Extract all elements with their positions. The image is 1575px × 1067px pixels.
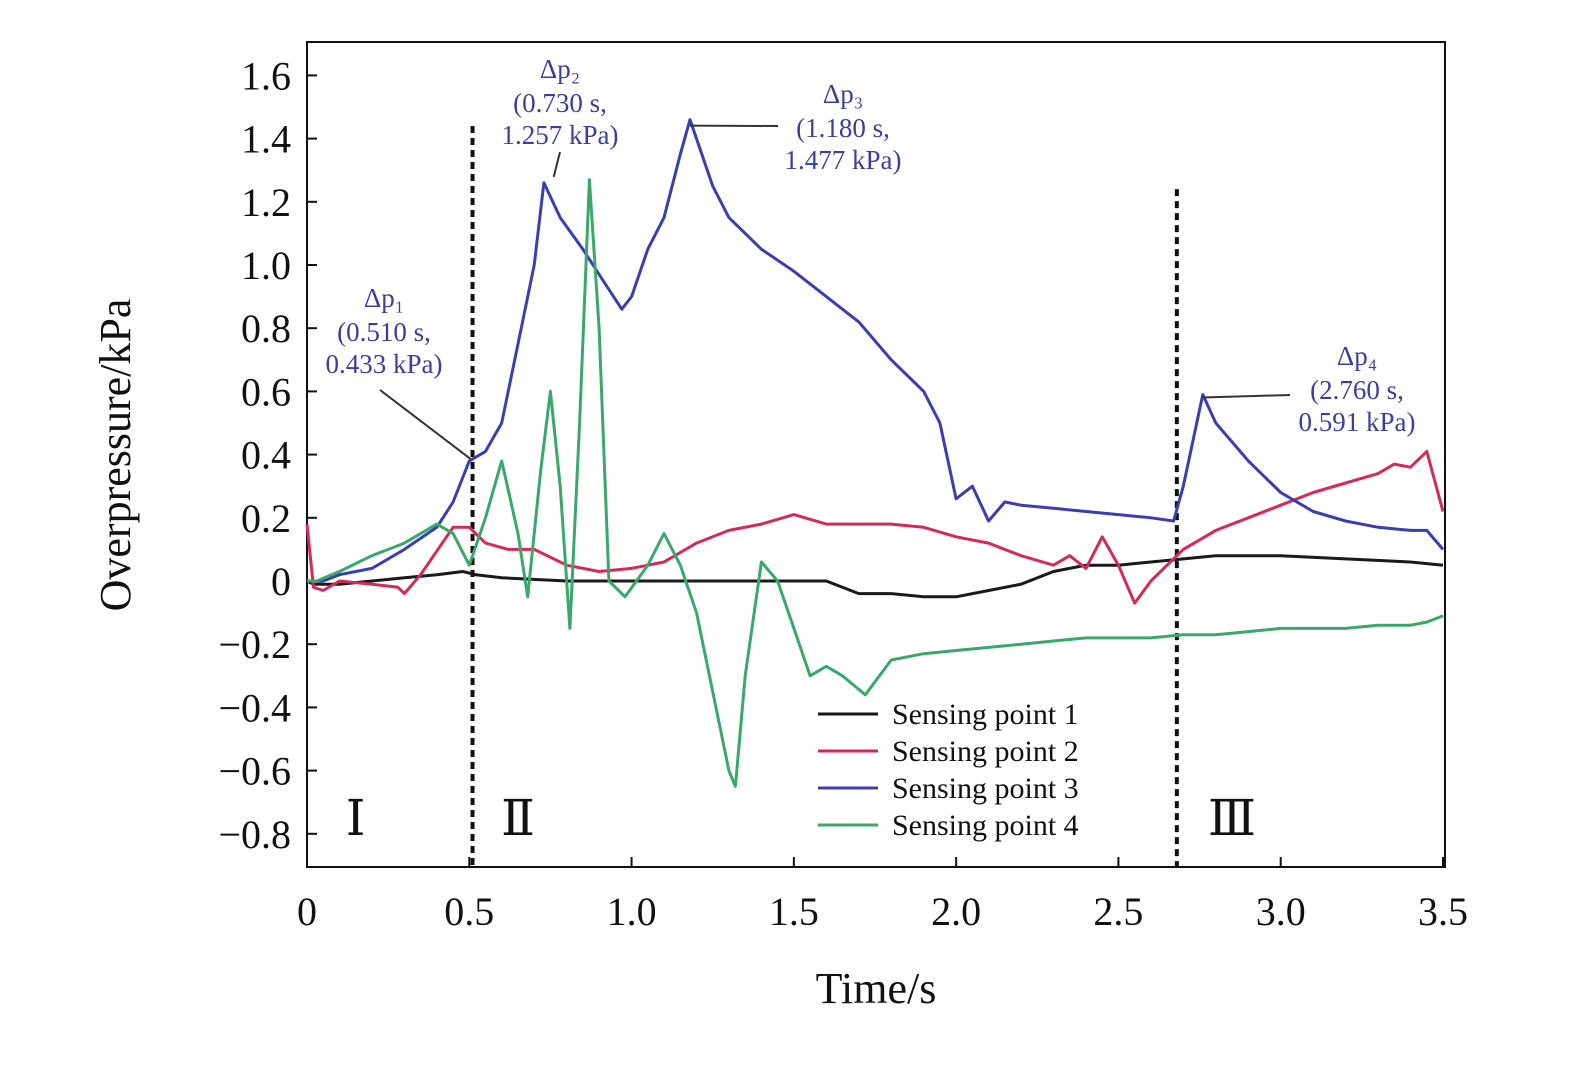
series-line-2	[305, 449, 1445, 605]
y-tick-label: 0	[271, 559, 291, 604]
y-tick-label: −0.6	[218, 749, 291, 794]
annotation-value: 1.477 kPa)	[785, 145, 902, 175]
x-tick-label: 3.0	[1256, 889, 1306, 934]
x-tick-label: 1.5	[769, 889, 819, 934]
x-tick-label: 0	[297, 889, 317, 934]
annotation-label: Δp₂	[540, 54, 580, 84]
x-axis-title: Time/s	[816, 964, 937, 1013]
series-line-3	[307, 118, 1445, 583]
y-tick-label: 0.8	[241, 306, 291, 351]
y-tick-label: 1.0	[241, 243, 291, 288]
x-tick-label: 1.0	[607, 889, 657, 934]
peak-annotations: Δp₁ (0.510 s,0.433 kPa) Δp₂ (0.730 s,1.257 …	[326, 54, 1416, 460]
annotation-leader	[1202, 394, 1291, 399]
y-tick-label: 0.4	[241, 433, 291, 478]
y-axis-title: Overpressure/kPa	[91, 299, 140, 612]
region-labels: Ⅰ Ⅱ Ⅲ	[346, 790, 1256, 846]
region-label: Ⅰ	[346, 790, 366, 846]
annotation-label: Δp₄	[1337, 341, 1377, 371]
legend-label: Sensing point 4	[892, 809, 1079, 842]
annotation-leader	[552, 151, 561, 178]
annotation-time: (0.510 s,	[337, 317, 431, 347]
annotation-value: 0.433 kPa)	[326, 349, 443, 379]
x-tick-label: 2.5	[1093, 889, 1143, 934]
y-tick-label: 0.2	[241, 496, 291, 541]
annotation-leader	[379, 389, 472, 460]
region-dividers	[470, 125, 1179, 867]
y-tick-label: −0.8	[218, 812, 291, 857]
y-tick-label: 1.2	[241, 180, 291, 225]
legend-label: Sensing point 2	[892, 735, 1079, 768]
region-label: Ⅲ	[1208, 790, 1256, 846]
legend-label: Sensing point 1	[892, 698, 1079, 731]
annotation-value: 1.257 kPa)	[502, 120, 619, 150]
y-tick-label: −0.2	[218, 622, 291, 667]
axis-ticks: 0 0.5 1.0 1.5 2.0 2.5 3.0 3.5 1.6 1.4 1.2 1.0 0.8 0.6…	[218, 53, 1468, 934]
legend: Sensing point 1 Sensing point 2 Sensing po…	[818, 698, 1079, 842]
annotation-label: Δp₃	[823, 79, 863, 109]
legend-label: Sensing point 3	[892, 772, 1079, 805]
annotation-time: (1.180 s,	[796, 113, 890, 143]
y-tick-label: −0.4	[218, 685, 291, 730]
x-tick-label: 2.0	[931, 889, 981, 934]
series-line-4	[307, 178, 1444, 788]
annotation-label: Δp₁	[364, 283, 404, 313]
annotation-value: 0.591 kPa)	[1299, 407, 1416, 437]
region-label: Ⅱ	[501, 790, 535, 846]
series-line-1	[306, 554, 1444, 599]
x-tick-label: 3.5	[1418, 889, 1468, 934]
annotation-time: (2.760 s,	[1310, 375, 1404, 405]
y-tick-label: 1.4	[241, 117, 291, 162]
y-tick-label: 1.6	[241, 53, 291, 98]
annotation-time: (0.730 s,	[513, 88, 607, 118]
x-tick-label: 0.5	[444, 889, 494, 934]
series-lines	[305, 118, 1445, 788]
y-tick-label: 0.6	[241, 369, 291, 414]
